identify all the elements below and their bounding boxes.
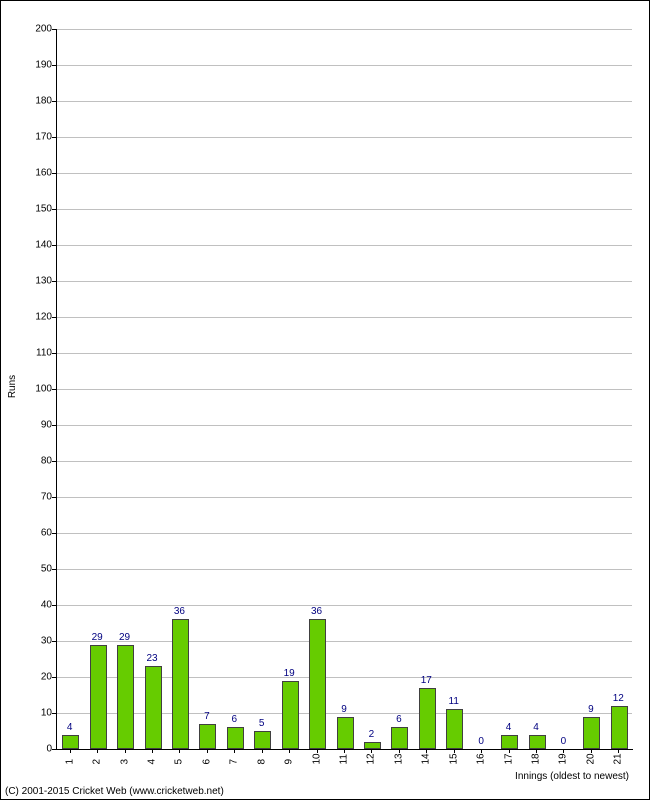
y-tick-label: 160 [26,168,52,179]
bar [309,619,326,749]
x-tick-label: 19 [558,753,569,765]
bar [611,706,628,749]
bar [364,742,381,749]
bar-value-label: 29 [92,632,103,643]
y-tick-label: 50 [26,564,52,575]
plot-area [56,29,633,750]
bar-value-label: 36 [311,606,322,617]
y-tick-label: 180 [26,96,52,107]
x-tick-label: 13 [393,753,404,765]
bar-value-label: 7 [204,711,210,722]
x-tick-label: 18 [531,753,542,765]
bar [254,731,271,749]
y-tick-label: 120 [26,312,52,323]
y-tick-label: 40 [26,600,52,611]
bar-value-label: 9 [588,704,594,715]
x-tick-label: 16 [476,753,487,765]
x-tick-label: 21 [613,753,624,765]
bar-value-label: 4 [533,722,539,733]
bar-value-label: 2 [369,729,375,740]
x-tick-label: 5 [174,753,185,765]
y-tick-label: 30 [26,636,52,647]
bar [62,735,79,749]
bar [90,645,107,749]
x-tick-label: 1 [64,753,75,765]
x-tick-label: 11 [339,753,350,765]
x-tick-label: 2 [92,753,103,765]
bar [199,724,216,749]
bar-value-label: 9 [341,704,347,715]
x-tick-label: 4 [147,753,158,765]
bar-value-label: 36 [174,606,185,617]
y-tick-label: 200 [26,24,52,35]
bar [529,735,546,749]
footer-copyright: (C) 2001-2015 Cricket Web (www.cricketwe… [5,786,224,797]
chart-container: Runs 01020304050607080901001101201301401… [0,0,650,800]
x-tick-label: 20 [585,753,596,765]
x-tick-label: 3 [119,753,130,765]
bar-value-label: 11 [449,696,459,707]
y-tick-label: 140 [26,240,52,251]
bar-value-label: 5 [259,718,265,729]
y-tick-label: 70 [26,492,52,503]
bar [419,688,436,749]
x-tick-label: 15 [448,753,459,765]
x-tick-label: 6 [201,753,212,765]
bar-value-label: 29 [119,632,130,643]
bar-value-label: 12 [613,693,624,704]
x-tick-label: 12 [366,753,377,765]
y-tick-label: 130 [26,276,52,287]
y-tick-label: 0 [26,744,52,755]
y-tick-label: 150 [26,204,52,215]
x-axis-label: Innings (oldest to newest) [515,771,629,782]
bar-value-label: 17 [421,675,432,686]
y-tick-label: 90 [26,420,52,431]
y-tick-label: 20 [26,672,52,683]
y-tick-label: 170 [26,132,52,143]
bar-value-label: 23 [146,653,157,664]
y-axis-label: Runs [7,375,18,398]
y-tick-label: 190 [26,60,52,71]
bar [583,717,600,749]
y-tick-label: 100 [26,384,52,395]
y-tick-label: 10 [26,708,52,719]
bar [227,727,244,749]
bar-value-label: 6 [396,714,402,725]
bar [446,709,463,749]
x-tick-label: 17 [503,753,514,765]
x-tick-label: 9 [284,753,295,765]
bar [337,717,354,749]
bar [145,666,162,749]
bar-value-label: 0 [478,736,484,747]
x-tick-label: 10 [311,753,322,765]
bar-value-label: 19 [284,668,295,679]
x-tick-label: 14 [421,753,432,765]
y-tick-label: 60 [26,528,52,539]
x-tick-label: 8 [256,753,267,765]
bar [282,681,299,749]
y-tick-label: 80 [26,456,52,467]
bar [501,735,518,749]
bar [391,727,408,749]
x-tick-label: 7 [229,753,240,765]
y-tick-label: 110 [26,348,52,359]
bar [117,645,134,749]
bar-value-label: 0 [561,736,567,747]
bar [172,619,189,749]
bar-value-label: 6 [232,714,238,725]
bar-value-label: 4 [67,722,73,733]
bar-value-label: 4 [506,722,512,733]
